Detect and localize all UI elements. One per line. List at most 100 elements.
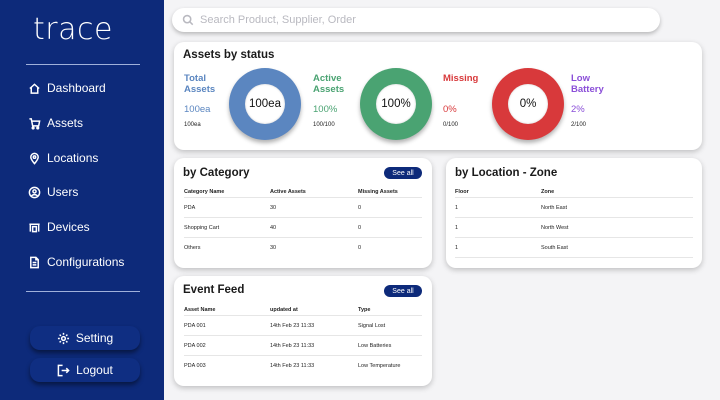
table-cell: PDA bbox=[184, 204, 196, 211]
category-table: Category Name Active Assets Missing Asse… bbox=[184, 187, 422, 258]
sidebar-item-label: Dashboard bbox=[47, 81, 106, 95]
table-row[interactable]: PDA 002 14th Feb 23 11:33 Low Batteries bbox=[184, 336, 422, 356]
category-see-all-button[interactable]: See all bbox=[384, 167, 422, 179]
total-assets-label-line1: Total bbox=[184, 73, 206, 84]
low-battery-label-line1: Low bbox=[571, 73, 590, 84]
active-assets-ring-value: 100% bbox=[376, 84, 416, 124]
total-assets-label-line2: Assets bbox=[184, 84, 216, 95]
event-feed-see-all-button[interactable]: See all bbox=[384, 285, 422, 297]
setting-label: Setting bbox=[75, 331, 114, 345]
table-cell: 1 bbox=[455, 224, 459, 231]
table-cell: Low Batteries bbox=[358, 342, 392, 349]
table-cell: PDA 002 bbox=[184, 342, 206, 349]
table-row[interactable]: 1 North West bbox=[455, 218, 693, 238]
location-card: by Location - Zone Floor Zone 1 North Ea… bbox=[446, 158, 702, 268]
missing-ring: 0% bbox=[492, 68, 564, 140]
sidebar-item-label: Devices bbox=[47, 220, 90, 234]
table-header: updated at bbox=[270, 307, 298, 313]
sidebar-item-label: Locations bbox=[47, 151, 99, 165]
sidebar-item-locations[interactable]: Locations bbox=[28, 151, 98, 165]
low-battery-value: 2% bbox=[571, 104, 585, 115]
total-assets-ring: 100ea bbox=[229, 68, 301, 140]
total-assets-label: Total Assets bbox=[184, 73, 215, 95]
table-cell: 30 bbox=[270, 204, 277, 211]
gear-icon bbox=[57, 332, 69, 344]
table-cell: 1 bbox=[455, 244, 459, 251]
table-cell: Low Temperature bbox=[358, 363, 401, 369]
table-row[interactable]: Shopping Cart 40 0 bbox=[184, 218, 422, 238]
active-assets-value: 100% bbox=[313, 104, 338, 115]
table-header: Missing Assets bbox=[358, 189, 398, 195]
table-cell: 40 bbox=[270, 224, 277, 231]
sidebar-item-configurations[interactable]: Configurations bbox=[28, 255, 124, 269]
event-feed-table: Asset Name updated at Type PDA 001 14th … bbox=[184, 305, 422, 376]
sidebar-item-devices[interactable]: Devices bbox=[28, 220, 90, 234]
location-title: by Location - Zone bbox=[455, 167, 558, 179]
table-cell: North East bbox=[541, 204, 567, 211]
category-card: by Category See all Category Name Active… bbox=[174, 158, 432, 268]
logo: trace bbox=[33, 12, 113, 47]
pin-icon bbox=[30, 152, 39, 165]
user-icon bbox=[28, 186, 41, 198]
device-icon bbox=[29, 223, 40, 232]
home-icon bbox=[29, 82, 40, 94]
active-assets-label-line2: Assets bbox=[313, 84, 345, 95]
sidebar: trace Dashboard Assets Locations Users D… bbox=[0, 0, 164, 400]
table-row[interactable]: 1 South East bbox=[455, 238, 693, 258]
total-assets-ring-value: 100ea bbox=[245, 84, 285, 124]
assets-status-title: Assets by status bbox=[183, 49, 275, 61]
table-row[interactable]: PDA 30 0 bbox=[184, 198, 422, 218]
table-header-row: Category Name Active Assets Missing Asse… bbox=[184, 187, 422, 198]
total-assets-fraction: 100ea bbox=[184, 122, 201, 128]
low-battery-fraction: 2/100 bbox=[571, 122, 587, 128]
table-cell: 14th Feb 23 11:33 bbox=[270, 342, 315, 349]
table-header: Zone bbox=[541, 189, 555, 195]
table-cell: South East bbox=[541, 244, 568, 251]
low-battery-label-line2: Battery bbox=[571, 84, 604, 95]
logout-button[interactable]: Logout bbox=[30, 358, 140, 382]
table-cell: PDA 001 bbox=[184, 322, 206, 329]
table-row[interactable]: PDA 001 14th Feb 23 11:33 Signal Lost bbox=[184, 316, 422, 336]
active-assets-fraction: 100/100 bbox=[313, 122, 335, 128]
table-header: Active Assets bbox=[270, 189, 306, 195]
table-cell: North West bbox=[541, 224, 569, 231]
missing-ring-value: 0% bbox=[508, 84, 548, 124]
sidebar-item-users[interactable]: Users bbox=[28, 185, 78, 199]
sidebar-item-dashboard[interactable]: Dashboard bbox=[28, 81, 106, 95]
sidebar-item-label: Assets bbox=[47, 116, 84, 130]
search-input[interactable] bbox=[200, 14, 640, 26]
table-cell: 14th Feb 23 11:33 bbox=[270, 322, 315, 329]
table-cell: 14th Feb 23 11:33 bbox=[270, 363, 315, 369]
active-assets-label: Active Assets bbox=[313, 73, 344, 95]
table-cell: 0 bbox=[358, 245, 362, 251]
table-row[interactable]: Others 30 0 bbox=[184, 238, 422, 258]
setting-button[interactable]: Setting bbox=[30, 326, 140, 350]
table-cell: Others bbox=[184, 245, 201, 251]
total-assets-value: 100ea bbox=[184, 104, 211, 115]
active-assets-label-line1: Active bbox=[313, 73, 342, 84]
sidebar-divider-bottom bbox=[26, 291, 140, 292]
location-table: Floor Zone 1 North East 1 North West 1 S… bbox=[455, 187, 693, 258]
table-cell: Signal Lost bbox=[358, 322, 386, 329]
logout-icon bbox=[57, 364, 70, 376]
active-assets-ring: 100% bbox=[360, 68, 432, 140]
table-row[interactable]: 1 North East bbox=[455, 198, 693, 218]
missing-label: Missing bbox=[443, 73, 478, 84]
table-header-row: Asset Name updated at Type bbox=[184, 305, 422, 316]
category-title: by Category bbox=[183, 167, 250, 179]
search-bar bbox=[172, 8, 660, 32]
table-cell: 0 bbox=[358, 224, 362, 231]
table-row[interactable]: PDA 003 14th Feb 23 11:33 Low Temperatur… bbox=[184, 356, 422, 376]
table-cell: PDA 003 bbox=[184, 363, 206, 369]
assets-status-card: Assets by status Total Assets 100ea 100e… bbox=[174, 42, 702, 150]
table-header: Category Name bbox=[184, 189, 225, 195]
low-battery-label: Low Battery bbox=[571, 73, 604, 95]
missing-value: 0% bbox=[443, 104, 457, 115]
event-feed-card: Event Feed See all Asset Name updated at… bbox=[174, 276, 432, 386]
sidebar-item-assets[interactable]: Assets bbox=[28, 116, 83, 130]
missing-label-line1: Missing bbox=[443, 73, 479, 84]
table-header: Floor bbox=[455, 189, 469, 195]
missing-fraction: 0/100 bbox=[443, 122, 459, 128]
search-icon bbox=[182, 14, 194, 26]
